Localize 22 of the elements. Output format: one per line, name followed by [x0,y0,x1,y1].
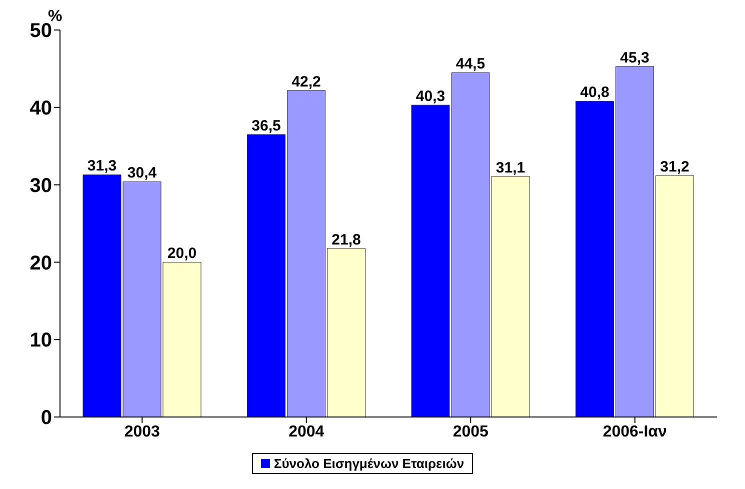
x-tick-label: 2003 [124,423,160,440]
y-tick-label: 40 [30,98,52,120]
legend-label: Σύνολο Εισηγμένων Εταιρειών [272,456,464,471]
x-tick-label: 2006-Ιαν [602,423,668,440]
y-tick-label: 30 [30,174,52,197]
data-label: 42,2 [292,73,321,90]
data-label: 21,8 [332,231,361,248]
data-label: 45,3 [620,49,650,66]
data-label: 36,5 [252,117,281,134]
data-label: 20,0 [167,245,197,262]
data-label: 30,4 [127,164,158,182]
data-label: 40,8 [580,84,610,102]
x-tick-label: 2005 [452,423,489,440]
data-label: 31,1 [496,159,526,176]
x-tick-label: 2004 [288,423,324,440]
data-label: 40,3 [416,88,446,106]
data-label: 44,5 [456,56,486,73]
y-tick-label: 0 [40,407,52,430]
y-tick-label: 20 [30,252,52,274]
data-label: 31,3 [87,158,117,175]
data-label: 31,2 [660,158,690,176]
y-tick-label: 10 [30,330,52,352]
